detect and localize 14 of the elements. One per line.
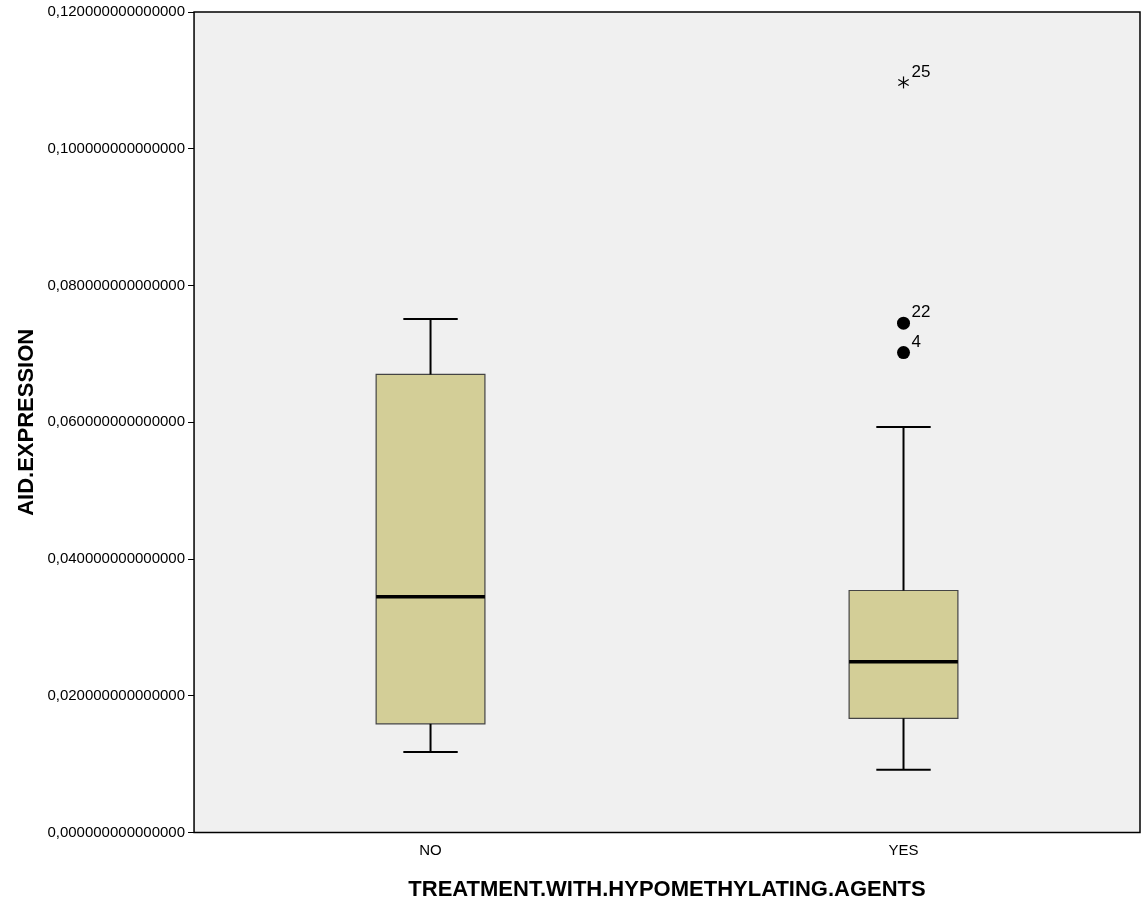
y-tick-label: 0,120000000000000 [47, 2, 186, 20]
y-tick-label: 0,060000000000000 [47, 412, 186, 430]
annotation: 4 [911, 331, 921, 351]
y-axis-title: AID.EXPRESSION [13, 328, 39, 516]
annotation: 25 [911, 61, 931, 81]
y-tick-label: 0,020000000000000 [47, 685, 186, 703]
x-tick-label: YES [888, 840, 919, 858]
x-tick-label: NO [419, 840, 442, 858]
annotation: 22 [911, 302, 931, 322]
y-tick-label: 0,100000000000000 [47, 138, 186, 156]
y-tick-label: 0,040000000000000 [47, 549, 186, 567]
y-tick-label: 0,080000000000000 [47, 275, 186, 293]
x-axis-title: TREATMENT.WITH.HYPOMETHYLATING.AGENTS [408, 875, 926, 901]
y-tick-label: 0,000000000000000 [47, 822, 186, 840]
